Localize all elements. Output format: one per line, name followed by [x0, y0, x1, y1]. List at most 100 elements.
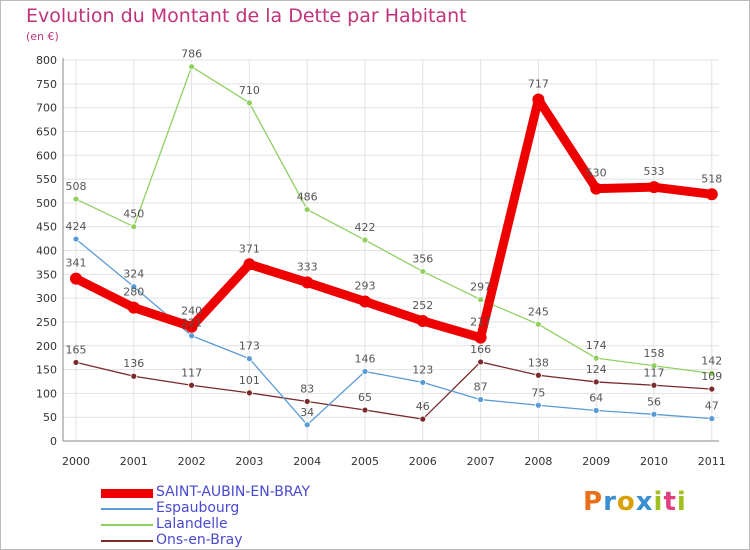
data-label: 123	[412, 363, 433, 376]
series-point-1	[303, 421, 311, 429]
y-tick-label: 500	[36, 197, 57, 210]
data-label: 75	[531, 386, 545, 399]
y-tick-label: 650	[36, 125, 57, 138]
data-label: 34	[300, 406, 314, 419]
proxiti-logo: Proxiti	[583, 487, 687, 517]
legend-label-saint-aubin: SAINT-AUBIN-EN-BRAY	[156, 484, 311, 500]
x-tick-label: 2011	[698, 455, 726, 468]
series-point-0	[359, 295, 371, 308]
data-label: 333	[297, 260, 318, 273]
logo-letter: i	[653, 487, 664, 517]
series-point-2	[477, 296, 485, 303]
y-tick-label: 600	[36, 149, 57, 162]
series-point-1	[650, 410, 658, 418]
legend-label-ons-en-bray: Ons-en-Bray	[156, 532, 243, 548]
series-point-0	[185, 320, 198, 333]
data-label: 786	[181, 48, 202, 61]
x-tick-label: 2007	[467, 455, 495, 468]
data-label: 136	[123, 357, 144, 370]
x-tick-label: 2005	[351, 455, 379, 468]
y-tick-label: 250	[36, 316, 57, 329]
series-point-2	[303, 206, 311, 213]
data-label: 422	[355, 221, 376, 234]
series-point-0	[416, 314, 429, 327]
series-point-3	[650, 381, 658, 389]
data-label: 424	[66, 220, 87, 233]
data-label: 530	[586, 167, 607, 180]
series-point-2	[130, 223, 138, 231]
series-point-3	[130, 372, 138, 380]
logo-letter: o	[616, 487, 636, 517]
series-line-2	[75, 66, 713, 375]
series-point-2	[419, 268, 427, 275]
y-tick-label: 50	[43, 411, 57, 424]
data-label: 165	[66, 343, 87, 356]
data-label: 240	[181, 305, 202, 318]
series-point-2	[592, 354, 600, 362]
logo-letter: i	[676, 487, 687, 517]
series-point-3	[708, 385, 716, 393]
series-point-0	[705, 188, 718, 201]
series-point-3	[535, 371, 542, 379]
data-label: 217	[470, 316, 491, 329]
data-label: 518	[701, 172, 722, 185]
y-tick-label: 400	[36, 245, 57, 258]
series-point-2	[361, 236, 369, 244]
series-point-1	[130, 283, 138, 291]
x-tick-label: 2001	[120, 455, 148, 468]
series-point-2	[188, 63, 196, 71]
data-label: 356	[412, 252, 433, 265]
series-line-3	[75, 361, 713, 420]
series-point-0	[127, 301, 140, 314]
series-point-3	[188, 381, 196, 389]
series-point-3	[72, 359, 80, 366]
legend-swatch-ons-en-bray	[101, 540, 153, 542]
y-tick-label: 300	[36, 292, 57, 305]
data-label: 486	[297, 191, 318, 204]
data-label: 46	[416, 400, 430, 413]
series-point-1	[419, 379, 427, 386]
series-point-0	[532, 93, 545, 106]
chart-title: Evolution du Montant de la Dette par Hab…	[26, 5, 467, 27]
series-point-2	[535, 320, 542, 328]
logo-letter: P	[583, 487, 604, 517]
y-tick-label: 100	[36, 387, 57, 400]
data-label: 297	[470, 281, 491, 294]
series-point-3	[592, 378, 600, 386]
series-point-0	[590, 182, 603, 195]
data-label: 252	[412, 299, 433, 312]
x-tick-label: 2010	[640, 455, 668, 468]
data-label: 508	[66, 180, 87, 193]
data-label: 138	[528, 356, 549, 369]
data-label: 245	[528, 305, 549, 318]
data-label: 450	[123, 208, 144, 221]
data-label: 101	[239, 374, 260, 387]
series-point-3	[477, 358, 485, 366]
data-label: 293	[355, 279, 376, 292]
x-tick-label: 2004	[293, 455, 321, 468]
x-tick-label: 2002	[178, 455, 206, 468]
series-point-2	[72, 195, 80, 203]
data-label: 324	[123, 268, 144, 281]
data-label: 717	[528, 78, 549, 91]
logo-letter: x	[635, 487, 654, 517]
data-label: 158	[644, 347, 665, 360]
series-point-0	[648, 181, 660, 194]
series-line-0	[71, 95, 717, 343]
x-tick-label: 2008	[524, 455, 552, 468]
data-label: 280	[123, 286, 144, 299]
data-label: 64	[589, 392, 603, 405]
data-label: 47	[705, 400, 719, 413]
y-tick-label: 0	[50, 435, 57, 448]
logo-letter: t	[663, 487, 677, 517]
series-point-0	[70, 272, 82, 285]
legend-swatch-espaubourg	[101, 508, 153, 510]
y-tick-label: 800	[36, 54, 57, 67]
data-label: 173	[239, 340, 260, 353]
data-label: 117	[644, 366, 665, 379]
y-tick-label: 150	[36, 364, 57, 377]
logo-letter: r	[603, 487, 617, 517]
data-label: 83	[300, 382, 314, 395]
data-label: 124	[586, 363, 607, 376]
series-point-1	[361, 368, 369, 375]
